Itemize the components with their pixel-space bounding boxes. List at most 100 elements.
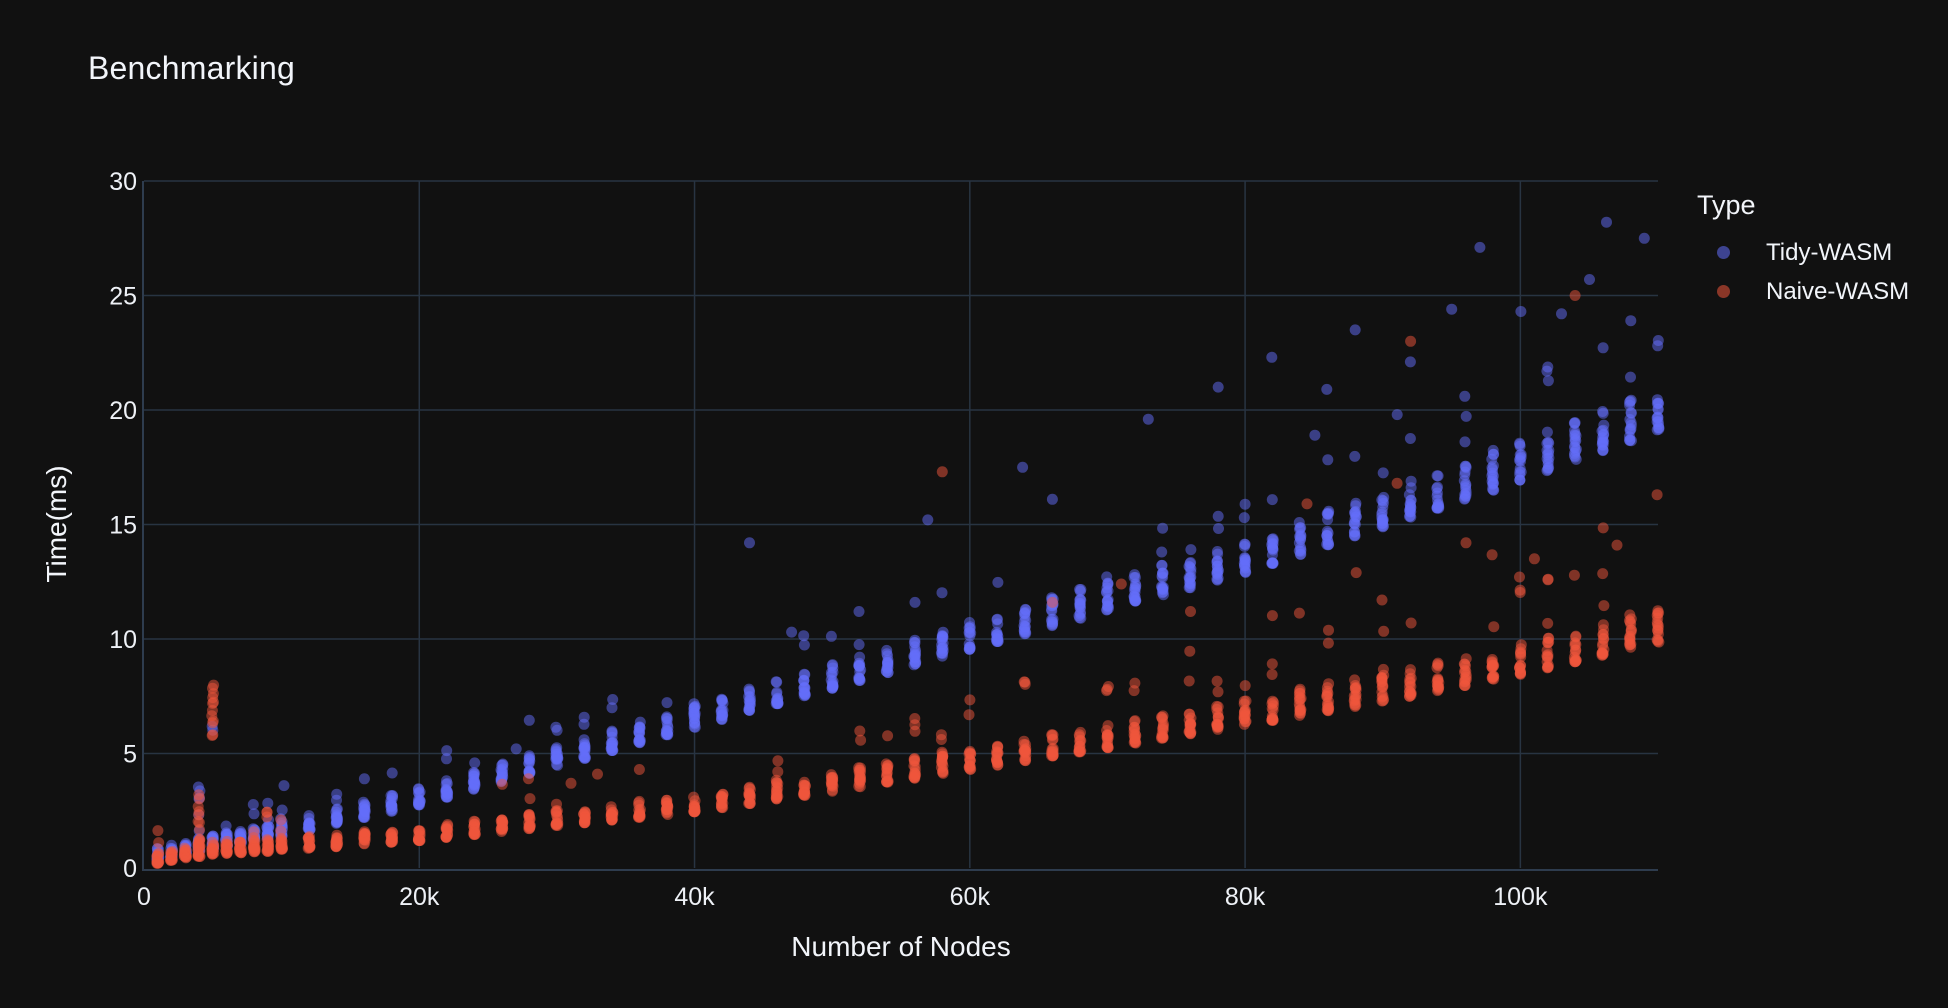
data-point	[1157, 522, 1169, 534]
data-point	[496, 770, 508, 782]
data-point	[1322, 508, 1334, 520]
legend-item-tidy-wasm[interactable]: Tidy-WASM	[1697, 233, 1909, 272]
data-point	[881, 644, 893, 656]
data-point	[386, 767, 398, 779]
data-point	[1652, 340, 1664, 352]
data-point	[1541, 365, 1553, 377]
data-point	[1597, 342, 1609, 354]
data-point	[524, 755, 536, 767]
data-point	[1515, 449, 1527, 460]
data-point	[744, 781, 755, 793]
data-point	[1238, 695, 1250, 707]
data-point	[1391, 477, 1403, 489]
data-point	[1459, 390, 1471, 402]
data-point	[551, 724, 563, 736]
data-point	[1651, 489, 1663, 501]
legend-label: Tidy-WASM	[1766, 238, 1893, 266]
data-point	[936, 630, 948, 642]
data-point	[1433, 502, 1445, 514]
data-point	[276, 804, 288, 816]
legend-title: Type	[1697, 190, 1756, 220]
legend-item-naive-wasm[interactable]: Naive-WASM	[1697, 272, 1909, 311]
data-point	[909, 719, 921, 731]
data-point	[909, 596, 921, 608]
data-point	[1596, 425, 1608, 437]
data-point	[1293, 607, 1305, 619]
data-point	[248, 832, 260, 844]
data-point	[1624, 609, 1636, 621]
data-point	[1101, 571, 1113, 583]
data-point	[1102, 742, 1114, 753]
data-point	[798, 682, 810, 694]
data-point	[1376, 594, 1388, 606]
data-point	[551, 806, 562, 818]
data-point	[1239, 552, 1251, 564]
data-point	[1432, 481, 1443, 493]
data-point	[1295, 548, 1307, 560]
data-point	[1570, 654, 1582, 666]
x-tick-label: 20k	[399, 883, 440, 911]
y-tick-label: 20	[109, 397, 137, 425]
data-point	[1019, 676, 1031, 688]
data-point	[1528, 553, 1540, 565]
data-point	[179, 842, 191, 854]
data-point	[1142, 413, 1154, 425]
data-point	[1652, 620, 1664, 631]
data-point	[1047, 743, 1059, 754]
data-point	[881, 770, 893, 782]
data-point	[853, 660, 865, 672]
data-point	[1074, 599, 1086, 611]
data-point	[633, 795, 645, 807]
gridlines	[144, 180, 1658, 868]
data-point	[1405, 482, 1417, 494]
data-point	[1322, 637, 1334, 649]
data-point	[1514, 466, 1526, 478]
data-point	[579, 744, 591, 756]
data-point	[261, 811, 273, 823]
data-point	[208, 679, 220, 691]
data-point	[1115, 578, 1127, 590]
data-point	[1046, 493, 1058, 505]
data-point	[1239, 498, 1251, 510]
data-point	[262, 823, 274, 835]
data-point	[1321, 383, 1333, 395]
data-point	[208, 696, 219, 708]
data-point	[1350, 689, 1362, 701]
data-point	[1376, 506, 1388, 518]
legend: Type Tidy-WASM Naive-WASM	[1697, 190, 1909, 311]
data-point	[1266, 610, 1278, 622]
data-point	[579, 752, 591, 764]
data-point	[770, 774, 782, 786]
data-point	[1266, 351, 1278, 363]
y-tick-label: 10	[109, 626, 137, 654]
data-point	[414, 835, 426, 846]
data-point	[152, 856, 163, 868]
data-point	[909, 649, 921, 661]
data-point	[1350, 567, 1362, 579]
data-point	[992, 576, 1004, 588]
data-point	[1102, 730, 1114, 742]
data-point	[1486, 549, 1498, 561]
data-point	[1625, 394, 1637, 406]
x-tick-label: 80k	[1225, 883, 1266, 911]
data-point	[634, 721, 646, 733]
data-point	[936, 746, 948, 758]
data-point	[1597, 638, 1609, 649]
data-point	[1459, 493, 1470, 505]
data-point	[1378, 625, 1390, 637]
data-point	[964, 626, 976, 638]
data-point	[275, 825, 287, 837]
series-tidy-wasm[interactable]	[151, 216, 1665, 866]
data-point	[1460, 537, 1472, 549]
data-point	[826, 660, 838, 671]
data-point	[1183, 560, 1195, 572]
data-point	[1350, 497, 1362, 509]
data-point	[1156, 546, 1168, 558]
data-point	[1431, 679, 1443, 691]
data-point	[1569, 417, 1581, 429]
series-naive-wasm[interactable]	[151, 290, 1665, 869]
data-point	[1486, 656, 1498, 668]
data-point	[1212, 723, 1224, 735]
